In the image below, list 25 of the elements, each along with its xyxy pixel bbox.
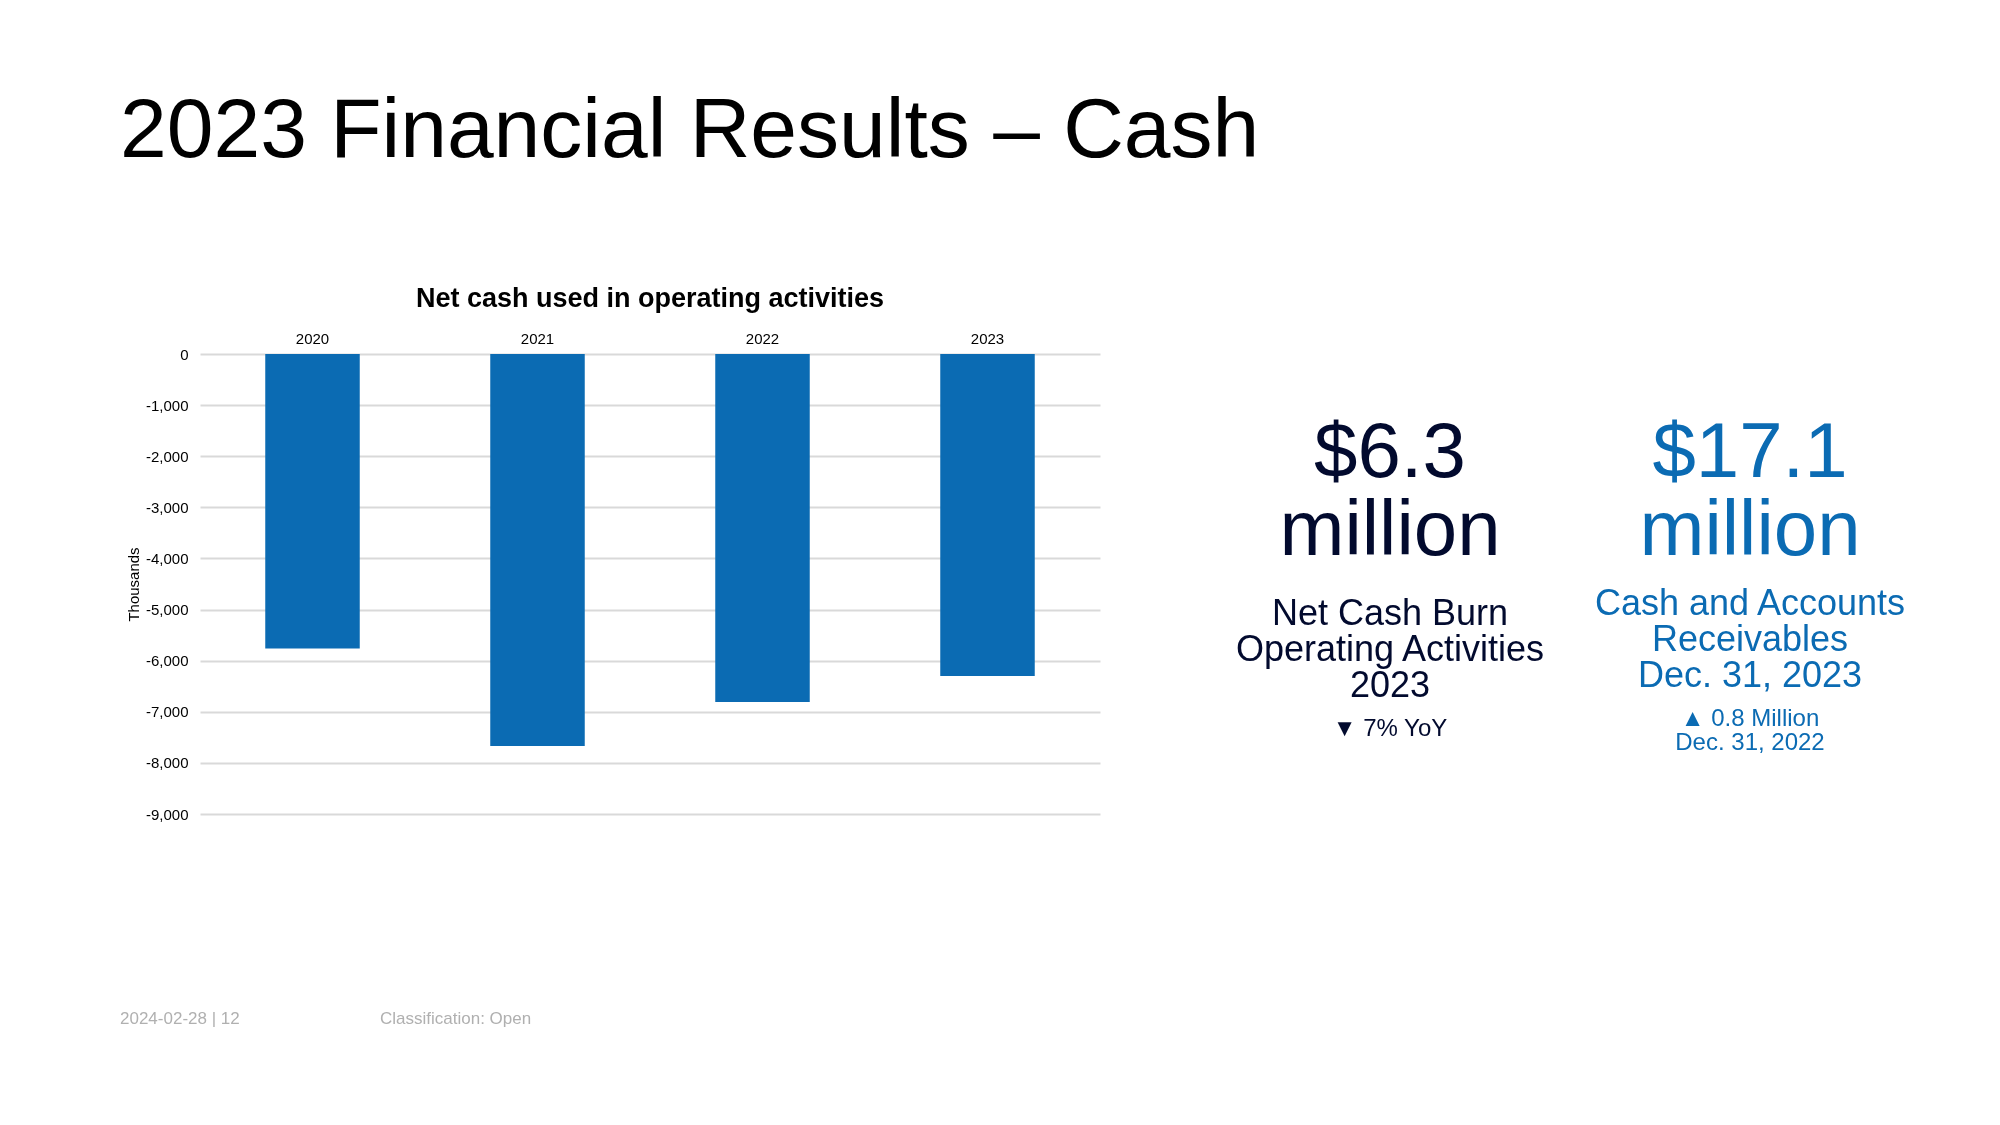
x-tick-label: 2020 — [295, 329, 330, 347]
y-tick-label: -7,000 — [145, 703, 189, 721]
y-tick-label: -6,000 — [145, 652, 189, 670]
y-tick-label: -8,000 — [145, 754, 189, 772]
text: 2024-02-28 | 12 — [120, 1009, 240, 1028]
chart-subtitle: Net cash used in operating activities — [415, 283, 885, 313]
y-tick-label: -1,000 — [145, 396, 189, 414]
y-tick-label: -2,000 — [145, 447, 189, 465]
text: Classification: Open — [380, 1009, 532, 1028]
y-tick-label: -9,000 — [145, 805, 189, 823]
text: Cash and Accounts Receivables Dec. 31, 2023 — [1594, 582, 1906, 695]
y-tick-label: -4,000 — [145, 549, 189, 567]
y-tick-label: -3,000 — [145, 498, 189, 516]
y-tick-label: 0 — [180, 345, 189, 363]
y-axis-title: Thousands — [124, 547, 142, 622]
chart-title: 2023 Financial Results – Cash — [120, 81, 1260, 175]
x-tick-label: 2022 — [745, 329, 780, 347]
y-tick-label: -5,000 — [145, 601, 189, 619]
text: Net Cash Burn Operating Activities 2023 — [1235, 592, 1545, 705]
text: ▲ 0.8 Million Dec. 31, 2022 — [1675, 704, 1825, 755]
x-tick-label: 2021 — [520, 329, 555, 347]
text: ▼ 7% YoY — [1332, 714, 1448, 741]
text: $17.1 million — [1639, 406, 1861, 572]
text: $6.3 million — [1279, 406, 1501, 572]
x-tick-label: 2023 — [970, 329, 1005, 347]
